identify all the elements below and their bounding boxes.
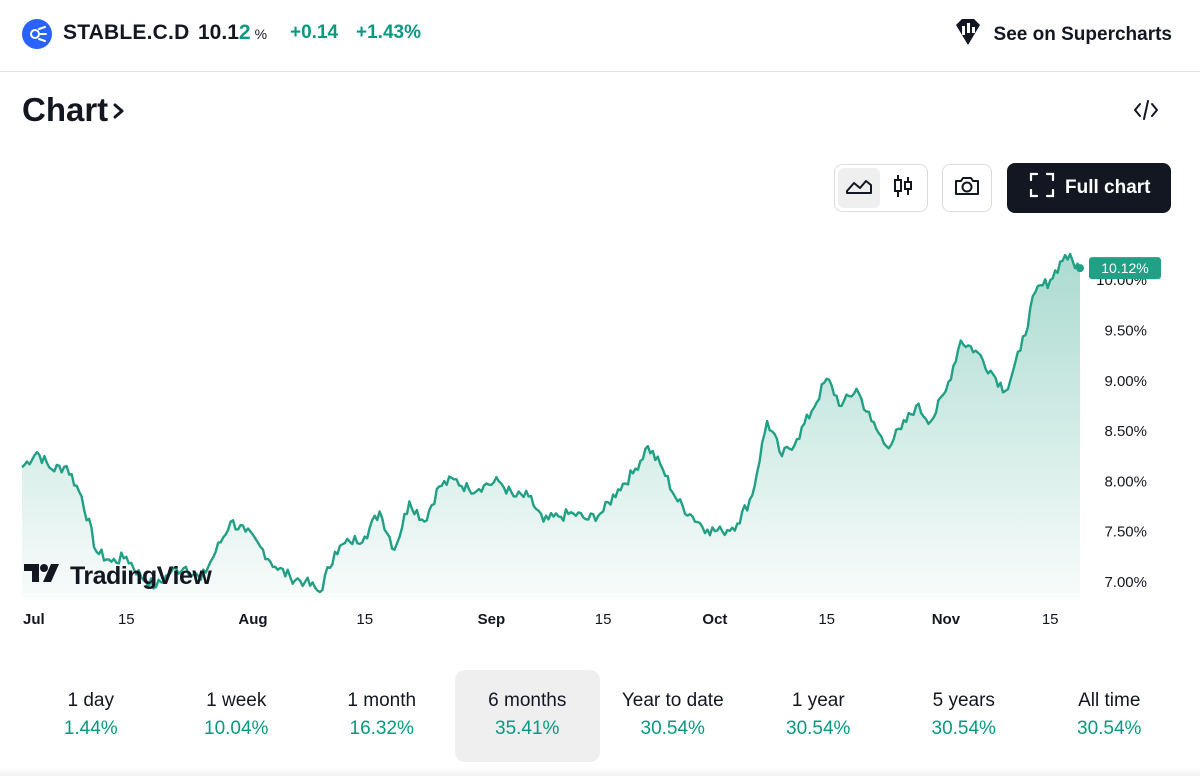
period-tab-1-week[interactable]: 1 week 10.04%: [164, 670, 310, 762]
period-tab-all-time[interactable]: All time 30.54%: [1037, 670, 1183, 762]
candlestick-icon: [892, 173, 914, 204]
x-axis: Jul 15 Aug 15 Sep 15 Oct 15 Nov 15: [23, 611, 1059, 628]
period-change: 10.04%: [204, 718, 269, 739]
y-tick-label: 8.00%: [1104, 473, 1147, 490]
see-on-supercharts-link[interactable]: See on Supercharts: [952, 17, 1172, 53]
y-tick-label: 9.50%: [1104, 322, 1147, 339]
price-change: +0.14: [290, 22, 339, 43]
period-tab-5-years[interactable]: 5 years 30.54%: [891, 670, 1037, 762]
period-tab-1-month[interactable]: 1 month 16.32%: [309, 670, 455, 762]
x-tick-label: Oct: [702, 611, 727, 628]
period-label: 1 day: [67, 690, 114, 711]
full-chart-label: Full chart: [1065, 177, 1151, 198]
period-label: 5 years: [932, 690, 995, 711]
x-tick-label: 15: [818, 611, 835, 628]
y-tick-label: 8.50%: [1104, 423, 1147, 440]
x-tick-label: Nov: [932, 611, 961, 628]
x-tick-label: 15: [1042, 611, 1059, 628]
x-tick-label: 15: [118, 611, 135, 628]
last-price-label: 10.12%: [1089, 257, 1161, 280]
area-chart-button[interactable]: [838, 168, 880, 208]
period-label: 6 months: [488, 690, 567, 711]
x-tick-label: Jul: [23, 611, 45, 628]
x-tick-label: 15: [595, 611, 612, 628]
price-area: [22, 254, 1080, 598]
period-label: All time: [1078, 690, 1141, 711]
bottom-fade: [0, 768, 1200, 776]
period-change: 1.44%: [63, 718, 118, 739]
stablecoin-dominance-icon: [22, 19, 52, 49]
chart-title-text: Chart: [22, 91, 109, 128]
chart-style-toggle: [834, 164, 928, 212]
period-change: 30.54%: [1077, 718, 1142, 739]
y-axis: 7.00%7.50%8.00%8.50%9.00%9.50%10.00%: [1096, 272, 1147, 591]
symbol-name: STABLE.C.D: [63, 21, 190, 44]
y-tick-label: 7.00%: [1104, 574, 1147, 591]
period-change: 30.54%: [931, 718, 996, 739]
snapshot-button[interactable]: [942, 164, 992, 212]
y-tick-label: 9.00%: [1104, 373, 1147, 390]
period-label: 1 year: [791, 690, 845, 711]
period-tab-year-to-date[interactable]: Year to date 30.54%: [600, 670, 746, 762]
period-change: 30.54%: [786, 718, 851, 739]
tradingview-wordmark: TradingView: [70, 562, 212, 590]
x-tick-label: 15: [356, 611, 373, 628]
price-unit: %: [254, 26, 268, 42]
x-tick-label: Sep: [478, 611, 506, 628]
period-label: 1 week: [206, 690, 267, 711]
last-price-label-text: 10.12%: [1101, 260, 1148, 276]
full-chart-button[interactable]: Full chart: [1007, 163, 1171, 213]
period-label: 1 month: [347, 690, 417, 711]
period-change: 30.54%: [640, 718, 705, 739]
price-last-digit: 2: [238, 21, 251, 44]
price-chart[interactable]: 7.00%7.50%8.00%8.50%9.00%9.50%10.00% Jul…: [0, 230, 1200, 630]
period-tab-1-year[interactable]: 1 year 30.54%: [746, 670, 892, 762]
supercharts-icon: [952, 17, 984, 53]
supercharts-label: See on Supercharts: [993, 24, 1172, 45]
period-label: Year to date: [621, 690, 724, 711]
chevron-right-icon: [112, 91, 126, 129]
tradingview-watermark: TradingView: [24, 562, 212, 591]
period-tab-1-day[interactable]: 1 day 1.44%: [18, 670, 164, 762]
period-change: 35.41%: [495, 718, 560, 739]
period-change: 16.32%: [349, 718, 414, 739]
last-price-dot: [1076, 264, 1084, 273]
period-tab-6-months[interactable]: 6 months 35.41%: [454, 670, 600, 762]
area-chart-icon: [845, 175, 873, 202]
price-change-percent: +1.43%: [356, 22, 421, 43]
x-tick-label: Aug: [238, 611, 267, 628]
chart-section-title[interactable]: Chart: [22, 91, 126, 129]
y-tick-label: 7.50%: [1104, 524, 1147, 541]
price-line: [21, 252, 1082, 594]
last-price: 10.12%: [198, 21, 267, 45]
candlestick-button[interactable]: [882, 168, 924, 208]
price-main: 10.1: [198, 21, 239, 44]
symbol-header: STABLE.C.D 10.12% +0.14 +1.43% See on Su…: [0, 0, 1200, 72]
tradingview-logo-icon: [24, 562, 62, 591]
camera-icon: [953, 174, 981, 203]
fullscreen-icon: [1029, 172, 1055, 204]
period-selector: 1 day 1.44% 1 week 10.04% 1 month 16.32% 6 mon…: [18, 670, 1182, 762]
code-embed-icon[interactable]: [1132, 96, 1160, 124]
